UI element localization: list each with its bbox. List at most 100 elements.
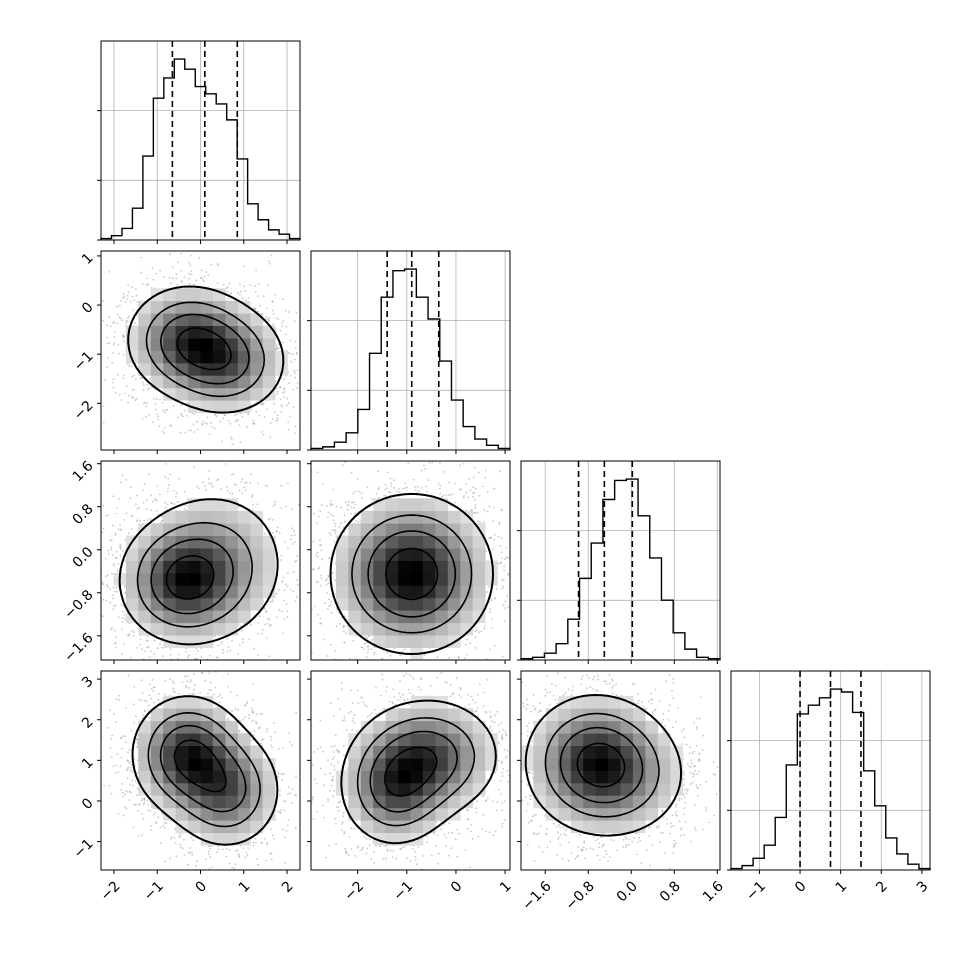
scatter-point [119, 543, 122, 546]
scatter-point [123, 586, 126, 589]
scatter-point [256, 632, 259, 635]
scatter-point [153, 398, 156, 400]
scatter-point [127, 291, 130, 293]
scatter-point [92, 389, 94, 391]
scatter-point [184, 662, 186, 664]
scatter-point [142, 389, 145, 391]
scatter-point [114, 604, 117, 607]
scatter-point [127, 315, 130, 318]
scatter-point [121, 611, 124, 613]
scatter-point [296, 595, 298, 598]
scatter-point [164, 501, 167, 504]
scatter-point [268, 260, 270, 263]
scatter-point [148, 656, 151, 658]
scatter-point [152, 278, 155, 281]
scatter-point [127, 634, 129, 637]
scatter-point [111, 524, 114, 527]
scatter-point [220, 642, 223, 645]
scatter-point [134, 399, 137, 402]
histogram-series-2 [520, 478, 721, 660]
scatter-point [177, 261, 179, 264]
scatter-point [216, 282, 219, 284]
scatter-point [144, 650, 147, 653]
scatter-point [173, 503, 176, 505]
scatter-point [478, 631, 480, 633]
scatter-point [241, 630, 244, 632]
scatter-point [313, 377, 315, 379]
scatter-point [269, 517, 272, 520]
scatter-point [121, 319, 124, 322]
scatter-point [276, 414, 279, 417]
scatter-point [271, 601, 273, 603]
scatter-point [155, 272, 158, 275]
scatter-point [122, 297, 124, 299]
scatter-point [197, 444, 199, 446]
scatter-point [286, 666, 288, 668]
scatter-point [147, 284, 149, 286]
density-cell [163, 548, 176, 561]
scatter-point [180, 269, 183, 272]
scatter-point [193, 466, 196, 469]
density-cell [212, 572, 226, 586]
scatter-point [164, 426, 166, 429]
density-cell [212, 548, 226, 561]
density-cell [250, 387, 264, 401]
density-cell [188, 510, 201, 524]
scatter-point [294, 541, 297, 543]
scatter-point [109, 539, 112, 542]
scatter-point [160, 434, 162, 436]
scatter-point [516, 652, 518, 654]
density-cell [200, 338, 214, 351]
scatter-point [309, 575, 311, 577]
scatter-point [342, 626, 345, 629]
scatter-point [200, 277, 203, 279]
density-cell [163, 585, 176, 599]
density-cell [237, 387, 251, 401]
scatter-point [75, 297, 77, 299]
scatter-point [68, 568, 70, 570]
scatter-point [157, 415, 160, 418]
scatter-point [177, 657, 179, 660]
scatter-point [147, 635, 149, 637]
scatter-point [274, 293, 277, 296]
scatter-point [119, 317, 122, 320]
scatter-point [189, 254, 192, 257]
scatter-point [263, 416, 266, 418]
density-cell [163, 350, 176, 364]
scatter-point [338, 658, 340, 660]
density-cell [175, 523, 189, 536]
scatter-point [112, 563, 115, 565]
density-cell [250, 572, 264, 586]
scatter-point [440, 689, 442, 691]
scatter-point [273, 403, 275, 405]
scatter-point [115, 586, 118, 589]
scatter-point [106, 324, 109, 327]
scatter-point [114, 532, 117, 535]
scatter-point [377, 496, 380, 499]
scatter-point [177, 416, 179, 419]
scatter-point [255, 269, 258, 272]
density-cell [188, 560, 201, 574]
scatter-point [256, 503, 259, 506]
density-cell [175, 635, 189, 648]
density-cell [212, 560, 226, 574]
density-cell [212, 400, 226, 414]
density-cell [138, 523, 152, 536]
scatter-point [120, 300, 122, 302]
density-cell [225, 400, 239, 414]
scatter-point [302, 531, 304, 533]
scatter-point [146, 646, 149, 649]
density-cell [212, 510, 226, 524]
scatter-point [82, 324, 84, 326]
scatter-point [289, 375, 292, 377]
density-cell [138, 313, 152, 326]
scatter-point [98, 586, 100, 588]
scatter-point [317, 363, 319, 365]
scatter-point [307, 555, 309, 557]
scatter-point [143, 483, 146, 486]
scatter-point [274, 501, 276, 503]
scatter-point [187, 429, 190, 432]
scatter-point [512, 581, 514, 583]
scatter-point [121, 620, 124, 623]
density-cell [188, 622, 201, 636]
